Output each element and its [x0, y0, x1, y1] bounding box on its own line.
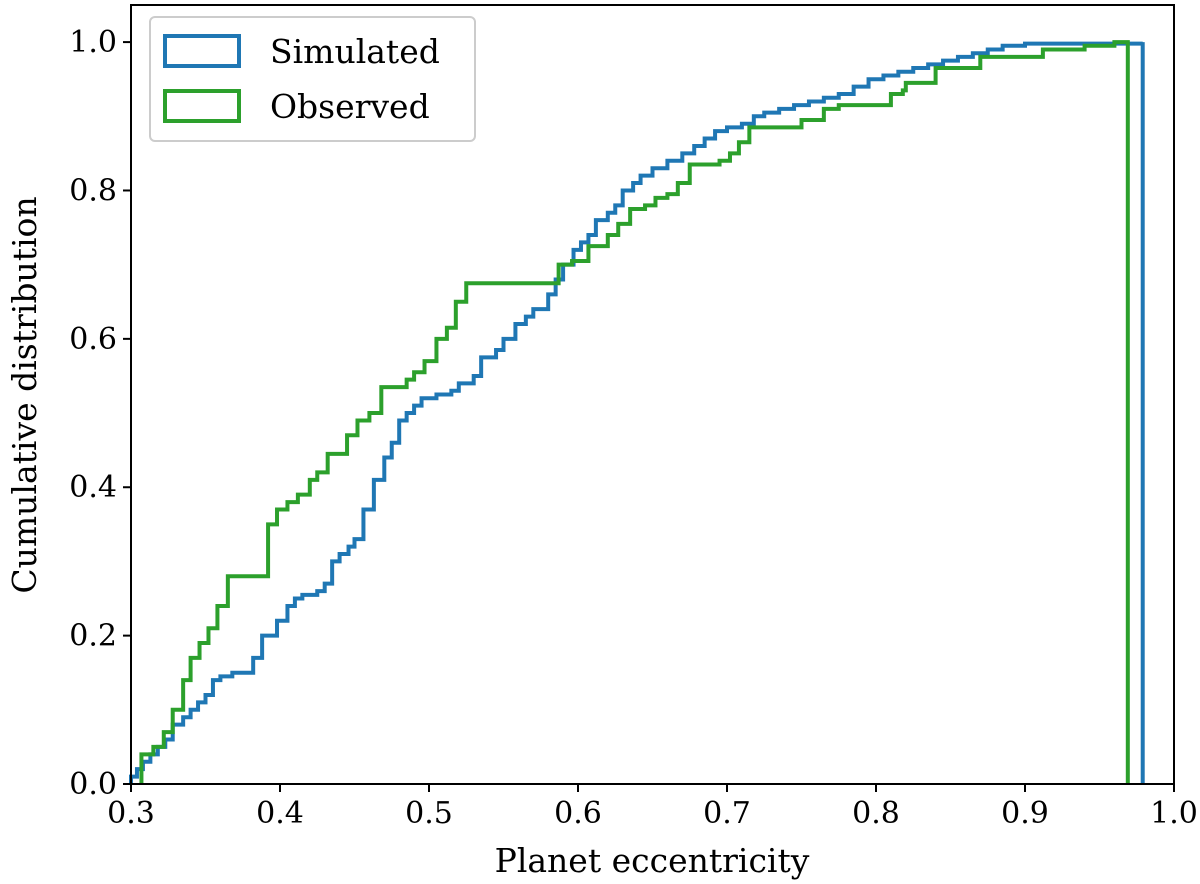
y-tick-label: 0.4	[69, 470, 117, 505]
legend-swatch-simulated	[163, 34, 241, 68]
x-tick-label: 0.8	[852, 796, 900, 831]
y-tick-label: 1.0	[69, 25, 117, 60]
legend-label-observed: Observed	[270, 87, 430, 126]
plot-area	[129, 40, 1145, 784]
y-axis-title: Cumulative distribution	[5, 196, 44, 593]
legend-box	[149, 16, 476, 142]
y-tick-label: 0.8	[69, 173, 117, 208]
observed-cdf-line	[139, 40, 1130, 784]
x-tick-label: 0.6	[554, 796, 602, 831]
x-tick-label: 0.9	[1001, 796, 1049, 831]
axes-frame	[130, 4, 1175, 785]
legend-label-simulated: Simulated	[270, 32, 440, 71]
legend: Simulated Observed	[149, 16, 476, 142]
simulated-cdf-line	[129, 41, 1145, 784]
x-tick-label: 0.7	[703, 796, 751, 831]
x-tick-label: 0.5	[405, 796, 453, 831]
y-tick-label: 0.0	[69, 767, 117, 802]
x-axis: 0.3 0.4 0.5 0.6 0.7 0.8 0.9 1.0	[107, 784, 1198, 831]
y-tick-label: 0.6	[69, 322, 117, 357]
x-tick-label: 0.4	[256, 796, 304, 831]
legend-swatch-observed	[163, 89, 241, 123]
x-axis-title: Planet eccentricity	[495, 841, 810, 880]
x-tick-label: 1.0	[1150, 796, 1198, 831]
y-tick-label: 0.2	[69, 619, 117, 654]
x-tick-label: 0.3	[107, 796, 155, 831]
y-axis: 0.0 0.2 0.4 0.6 0.8 1.0	[69, 25, 131, 802]
